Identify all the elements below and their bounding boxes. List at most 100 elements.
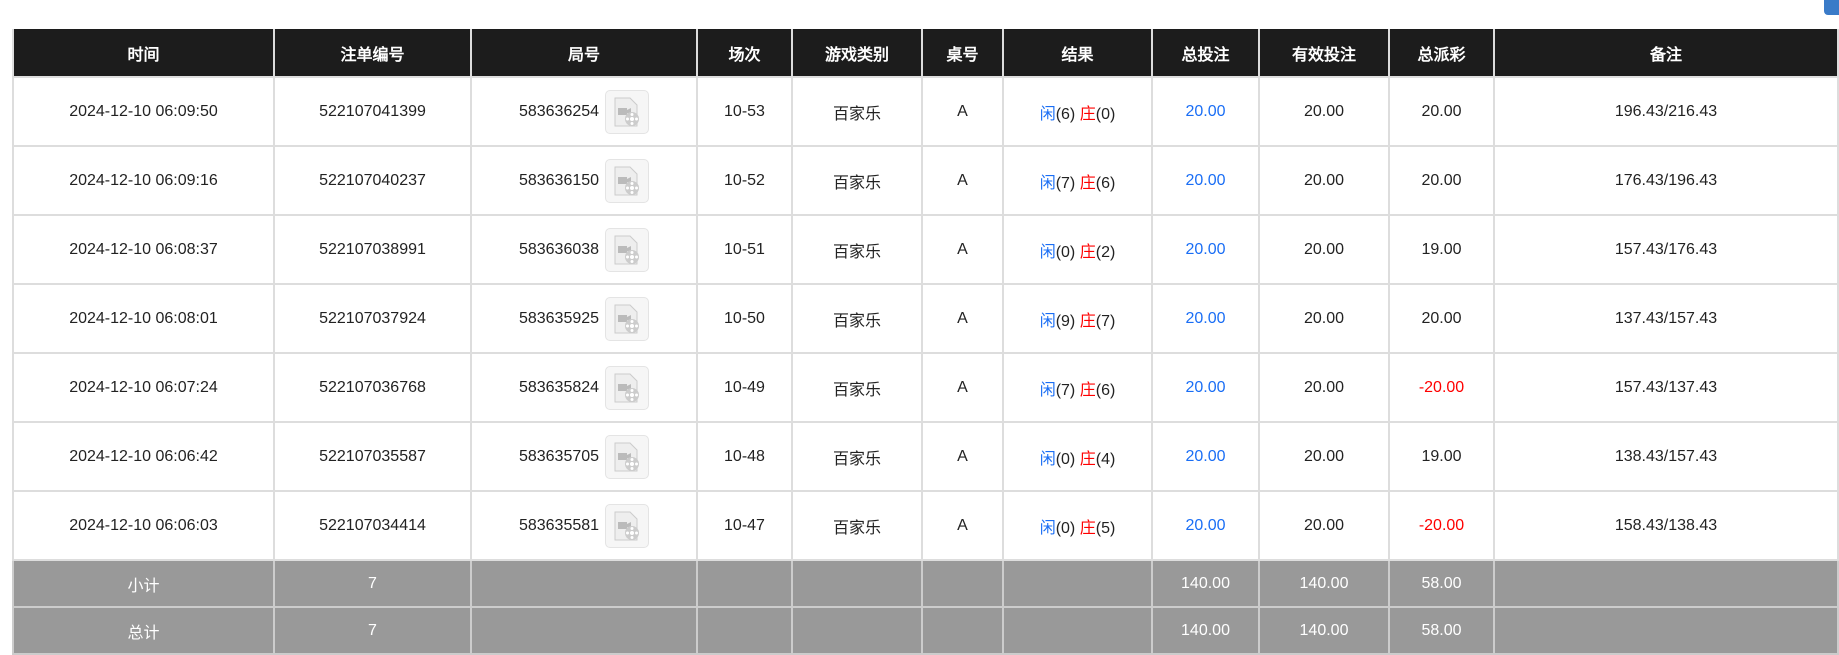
session-cell: 10-51 <box>696 214 793 285</box>
session-cell: 10-47 <box>696 490 793 561</box>
note-cell: 157.43/137.43 <box>1493 352 1839 423</box>
note-cell: 196.43/216.43 <box>1493 76 1839 147</box>
corner-button[interactable] <box>1824 0 1839 15</box>
summary-payout: 58.00 <box>1388 606 1495 655</box>
banker-label: 庄 <box>1079 450 1096 468</box>
result-cell: 闲(6) 庄(0) <box>1002 76 1153 147</box>
bet-records-table: 时间 注单编号 局号 场次 游戏类别 桌号 结果 总投注 有效投注 总派彩 备注 2024-12-1… <box>12 29 1839 655</box>
column-header: 时间 <box>12 29 275 78</box>
note-cell: 137.43/157.43 <box>1493 283 1839 354</box>
round-cell: 583636254 <box>470 76 698 147</box>
video-file-icon[interactable] <box>605 158 650 203</box>
time-cell: 2024-12-10 06:07:24 <box>12 352 275 423</box>
session-cell: 10-49 <box>696 352 793 423</box>
column-header: 场次 <box>696 29 793 78</box>
bet-id-cell: 522107040237 <box>273 145 472 216</box>
table-cell: A <box>921 214 1004 285</box>
column-header: 结果 <box>1002 29 1153 78</box>
summary-row: 小计 7 140.00 140.00 58.00 <box>12 559 1839 608</box>
summary-valid-bet: 140.00 <box>1258 559 1390 608</box>
banker-score: (4) <box>1095 450 1116 468</box>
table-cell: A <box>921 421 1004 492</box>
player-score: (0) <box>1055 450 1076 468</box>
total-bet-cell[interactable]: 20.00 <box>1151 352 1260 423</box>
note-cell: 176.43/196.43 <box>1493 145 1839 216</box>
result-cell: 闲(0) 庄(4) <box>1002 421 1153 492</box>
banker-label: 庄 <box>1079 243 1096 261</box>
payout-cell: 19.00 <box>1388 421 1495 492</box>
table-cell: A <box>921 490 1004 561</box>
summary-valid-bet: 140.00 <box>1258 606 1390 655</box>
game-cell: 百家乐 <box>791 76 923 147</box>
time-cell: 2024-12-10 06:08:37 <box>12 214 275 285</box>
time-cell: 2024-12-10 06:06:42 <box>12 421 275 492</box>
banker-score: (6) <box>1095 174 1116 192</box>
column-header: 总派彩 <box>1388 29 1495 78</box>
player-label: 闲 <box>1039 243 1056 261</box>
result-cell: 闲(7) 庄(6) <box>1002 145 1153 216</box>
valid-bet-cell: 20.00 <box>1258 352 1390 423</box>
banker-label: 庄 <box>1079 174 1096 192</box>
player-label: 闲 <box>1039 450 1056 468</box>
round-number: 583635581 <box>518 516 600 534</box>
result-cell: 闲(9) 庄(7) <box>1002 283 1153 354</box>
game-cell: 百家乐 <box>791 145 923 216</box>
player-score: (7) <box>1055 174 1076 192</box>
banker-label: 庄 <box>1079 519 1096 537</box>
result-cell: 闲(7) 庄(6) <box>1002 352 1153 423</box>
banker-label: 庄 <box>1079 381 1096 399</box>
table-cell: A <box>921 352 1004 423</box>
table-row: 2024-12-10 06:09:16 522107040237 5836361… <box>12 145 1839 216</box>
payout-cell: 20.00 <box>1388 283 1495 354</box>
total-bet-cell[interactable]: 20.00 <box>1151 214 1260 285</box>
payout-cell: -20.00 <box>1388 490 1495 561</box>
result-cell: 闲(0) 庄(5) <box>1002 490 1153 561</box>
video-file-icon[interactable] <box>605 227 650 272</box>
round-number: 583636150 <box>518 171 600 189</box>
video-file-icon[interactable] <box>605 434 650 479</box>
total-bet-cell[interactable]: 20.00 <box>1151 283 1260 354</box>
payout-cell: 20.00 <box>1388 145 1495 216</box>
valid-bet-cell: 20.00 <box>1258 214 1390 285</box>
column-header: 局号 <box>470 29 698 78</box>
player-label: 闲 <box>1039 174 1056 192</box>
summary-payout: 58.00 <box>1388 559 1495 608</box>
banker-score: (5) <box>1095 519 1116 537</box>
table-row: 2024-12-10 06:09:50 522107041399 5836362… <box>12 76 1839 147</box>
total-bet-cell[interactable]: 20.00 <box>1151 145 1260 216</box>
summary-row: 总计 7 140.00 140.00 58.00 <box>12 606 1839 655</box>
video-file-icon[interactable] <box>605 89 650 134</box>
player-label: 闲 <box>1039 312 1056 330</box>
round-cell: 583636038 <box>470 214 698 285</box>
summary-total-bet: 140.00 <box>1151 559 1260 608</box>
round-cell: 583635925 <box>470 283 698 354</box>
payout-cell: 19.00 <box>1388 214 1495 285</box>
table-row: 2024-12-10 06:07:24 522107036768 5836358… <box>12 352 1839 423</box>
column-header: 游戏类别 <box>791 29 923 78</box>
result-cell: 闲(0) 庄(2) <box>1002 214 1153 285</box>
session-cell: 10-52 <box>696 145 793 216</box>
total-bet-cell[interactable]: 20.00 <box>1151 490 1260 561</box>
table-cell: A <box>921 283 1004 354</box>
bet-id-cell: 522107036768 <box>273 352 472 423</box>
video-file-icon[interactable] <box>605 296 650 341</box>
player-label: 闲 <box>1039 105 1056 123</box>
note-cell: 138.43/157.43 <box>1493 421 1839 492</box>
summary-total-bet: 140.00 <box>1151 606 1260 655</box>
bet-id-cell: 522107034414 <box>273 490 472 561</box>
bet-id-cell: 522107038991 <box>273 214 472 285</box>
player-score: (6) <box>1055 105 1076 123</box>
session-cell: 10-50 <box>696 283 793 354</box>
banker-score: (2) <box>1095 243 1116 261</box>
table-row: 2024-12-10 06:08:37 522107038991 5836360… <box>12 214 1839 285</box>
round-cell: 583635581 <box>470 490 698 561</box>
summary-label: 小计 <box>12 559 275 608</box>
round-cell: 583635824 <box>470 352 698 423</box>
video-file-icon[interactable] <box>605 365 650 410</box>
time-cell: 2024-12-10 06:06:03 <box>12 490 275 561</box>
video-file-icon[interactable] <box>605 503 650 548</box>
total-bet-cell[interactable]: 20.00 <box>1151 76 1260 147</box>
column-header: 有效投注 <box>1258 29 1390 78</box>
total-bet-cell[interactable]: 20.00 <box>1151 421 1260 492</box>
game-cell: 百家乐 <box>791 421 923 492</box>
